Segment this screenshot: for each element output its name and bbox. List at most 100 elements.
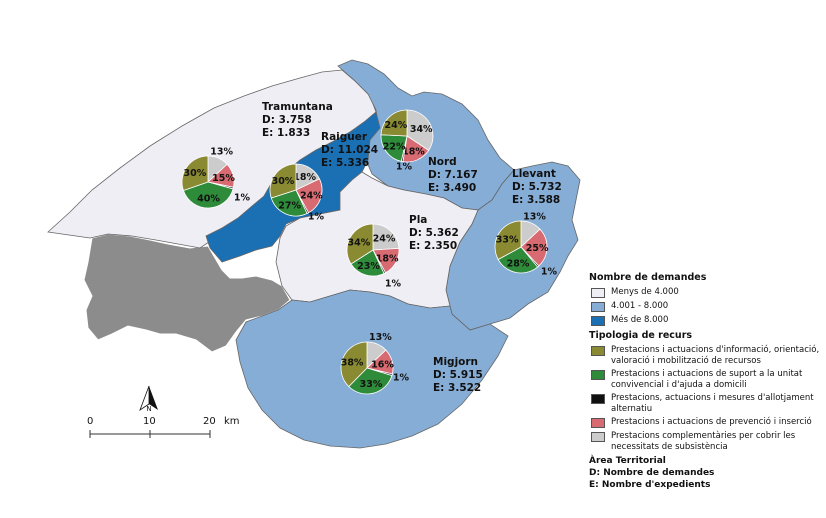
name-nord: Nord — [428, 156, 457, 168]
pie-label-tramuntana-olive: 30% — [183, 168, 206, 179]
swatch-olive — [591, 346, 605, 356]
pie-label-raiguer-black: 1% — [308, 212, 325, 223]
pie-label-pla-green: 23% — [357, 261, 380, 272]
pie-label-migjorn-green: 33% — [360, 379, 383, 390]
pie-slice-pla-grey — [372, 223, 400, 251]
pie-label-migjorn-grey: 13% — [369, 332, 392, 343]
pie-label-nord-black: 1% — [396, 162, 413, 173]
pie-slice-llevant-olive — [494, 220, 522, 261]
expedients-llevant: E: 3.588 — [512, 194, 561, 206]
legend-type-title: Tipologia de recurs — [589, 330, 693, 341]
pie-slice-migjorn-olive — [340, 341, 368, 388]
pie-slice-pla-green — [350, 249, 385, 277]
legend-type-black-label: Prestacions, actuacions i mesures d'allo… — [611, 393, 814, 414]
expedients-pla: E: 2.350 — [409, 240, 458, 252]
pie-label-raiguer-pink: 24% — [300, 190, 323, 201]
legend-demand-low-label: Menys de 4.000 — [611, 287, 679, 297]
legend-type-green-label: Prestacions i actuacions de suport a la … — [611, 369, 803, 390]
pie-slice-llevant-green — [497, 246, 539, 274]
pie-label-llevant-green: 28% — [507, 258, 530, 269]
name-tramuntana: Tramuntana — [262, 101, 333, 113]
pie-label-tramuntana-grey: 13% — [210, 146, 233, 157]
pie-label-llevant-black: 1% — [541, 267, 558, 278]
pie-slice-tramuntana-green — [182, 181, 234, 209]
north-letter: N — [146, 405, 151, 413]
swatch-grey — [591, 432, 605, 442]
demandes-migjorn: D: 5.915 — [433, 369, 483, 381]
legend: Nombre de demandes Menys de 4.000 4.001 … — [589, 272, 823, 491]
pie-label-pla-pink: 18% — [376, 253, 399, 264]
legend-demand-high-label: Més de 8.000 — [611, 315, 669, 325]
pie-slice-llevant-pink — [520, 228, 548, 267]
pie-label-nord-pink: 18% — [402, 146, 425, 157]
scale-tick-10: 10 — [143, 416, 156, 427]
pie-label-pla-black: 1% — [385, 279, 402, 290]
demandes-raiguer: D: 11.024 — [321, 144, 379, 156]
legend-demand-mid: 4.001 - 8.000 — [589, 301, 823, 312]
name-migjorn: Migjorn — [433, 356, 479, 368]
label-raiguer: Raiguer D: 11.024 E: 5.336 — [321, 131, 378, 170]
pie-slice-pla-olive — [346, 223, 374, 265]
scale-tick-0: 0 — [87, 416, 94, 427]
legend-type-olive-label: Prestacions i actuacions d'informació, o… — [611, 345, 820, 366]
pie-label-raiguer-green: 27% — [278, 200, 301, 211]
pie-label-migjorn-pink: 16% — [371, 359, 394, 370]
pie-slice-nord-green — [380, 134, 408, 162]
swatch-mid — [591, 302, 605, 312]
pie-slice-tramuntana-olive — [181, 155, 209, 192]
pie-label-llevant-olive: 33% — [496, 234, 519, 245]
pie-label-llevant-pink: 25% — [526, 243, 549, 254]
pie-slice-raiguer-green — [270, 189, 308, 217]
label-migjorn: Migjorn D: 5.915 E: 3.522 — [433, 356, 483, 395]
legend-type-pink-label: Prestacions i actuacions de prevenció i … — [611, 417, 812, 427]
legend-area-title: Àrea Territorial — [589, 456, 666, 466]
legend-type-grey-label: Prestacions complementàries per cobrir l… — [611, 431, 796, 452]
demandes-llevant: D: 5.732 — [512, 181, 562, 193]
north-arrow-icon: N — [139, 385, 158, 413]
demandes-nord: D: 7.167 — [428, 169, 478, 181]
legend-e-note: E: Nombre d'expedients — [589, 480, 711, 490]
label-llevant: Llevant D: 5.732 E: 3.588 — [512, 168, 562, 207]
legend-demand-high: Més de 8.000 — [589, 315, 823, 326]
pie-label-nord-olive: 24% — [385, 120, 408, 131]
pie-label-pla-grey: 24% — [373, 234, 396, 245]
pie-label-raiguer-olive: 30% — [272, 176, 295, 187]
swatch-low — [591, 288, 605, 298]
pie-label-tramuntana-black: 1% — [234, 193, 251, 204]
label-tramuntana: Tramuntana D: 3.758 E: 1.833 — [262, 101, 333, 140]
swatch-high — [591, 316, 605, 326]
legend-demand-mid-label: 4.001 - 8.000 — [611, 301, 669, 311]
pie-slice-migjorn-green — [348, 367, 393, 395]
legend-demand-low: Menys de 4.000 — [589, 287, 823, 298]
demandes-tramuntana: D: 3.758 — [262, 114, 312, 126]
legend-type-green: Prestacions i actuacions de suport a la … — [589, 369, 823, 390]
pie-slice-raiguer-olive — [269, 163, 297, 199]
name-llevant: Llevant — [512, 168, 556, 180]
scale-bar: 0 10 20 km — [60, 378, 260, 448]
swatch-black — [591, 394, 605, 404]
expedients-raiguer: E: 5.336 — [321, 157, 370, 169]
legend-type-pink: Prestacions i actuacions de prevenció i … — [589, 417, 823, 428]
swatch-green — [591, 370, 605, 380]
label-nord: Nord D: 7.167 E: 3.490 — [428, 156, 478, 195]
legend-d-note: D: Nombre de demandes — [589, 468, 715, 478]
pie-label-migjorn-olive: 38% — [341, 357, 364, 368]
pie-label-nord-grey: 34% — [410, 124, 433, 135]
expedients-migjorn: E: 3.522 — [433, 382, 482, 394]
legend-demand-title: Nombre de demandes — [589, 272, 707, 283]
demandes-pla: D: 5.362 — [409, 227, 459, 239]
pie-slice-nord-olive — [380, 109, 408, 137]
pie-label-pla-olive: 34% — [347, 238, 370, 249]
legend-type-black: Prestacions, actuacions i mesures d'allo… — [589, 393, 823, 414]
scale-unit: km — [224, 416, 240, 427]
pie-label-tramuntana-pink: 15% — [212, 173, 235, 184]
swatch-pink — [591, 418, 605, 428]
scale-tick-20: 20 — [203, 416, 216, 427]
name-raiguer: Raiguer — [321, 131, 368, 143]
legend-type-olive: Prestacions i actuacions d'informació, o… — [589, 345, 823, 366]
label-pla: Pla D: 5.362 E: 2.350 — [409, 214, 459, 253]
scale-bar-graphic — [89, 430, 211, 438]
name-pla: Pla — [409, 214, 428, 226]
pie-label-migjorn-black: 1% — [393, 373, 410, 384]
